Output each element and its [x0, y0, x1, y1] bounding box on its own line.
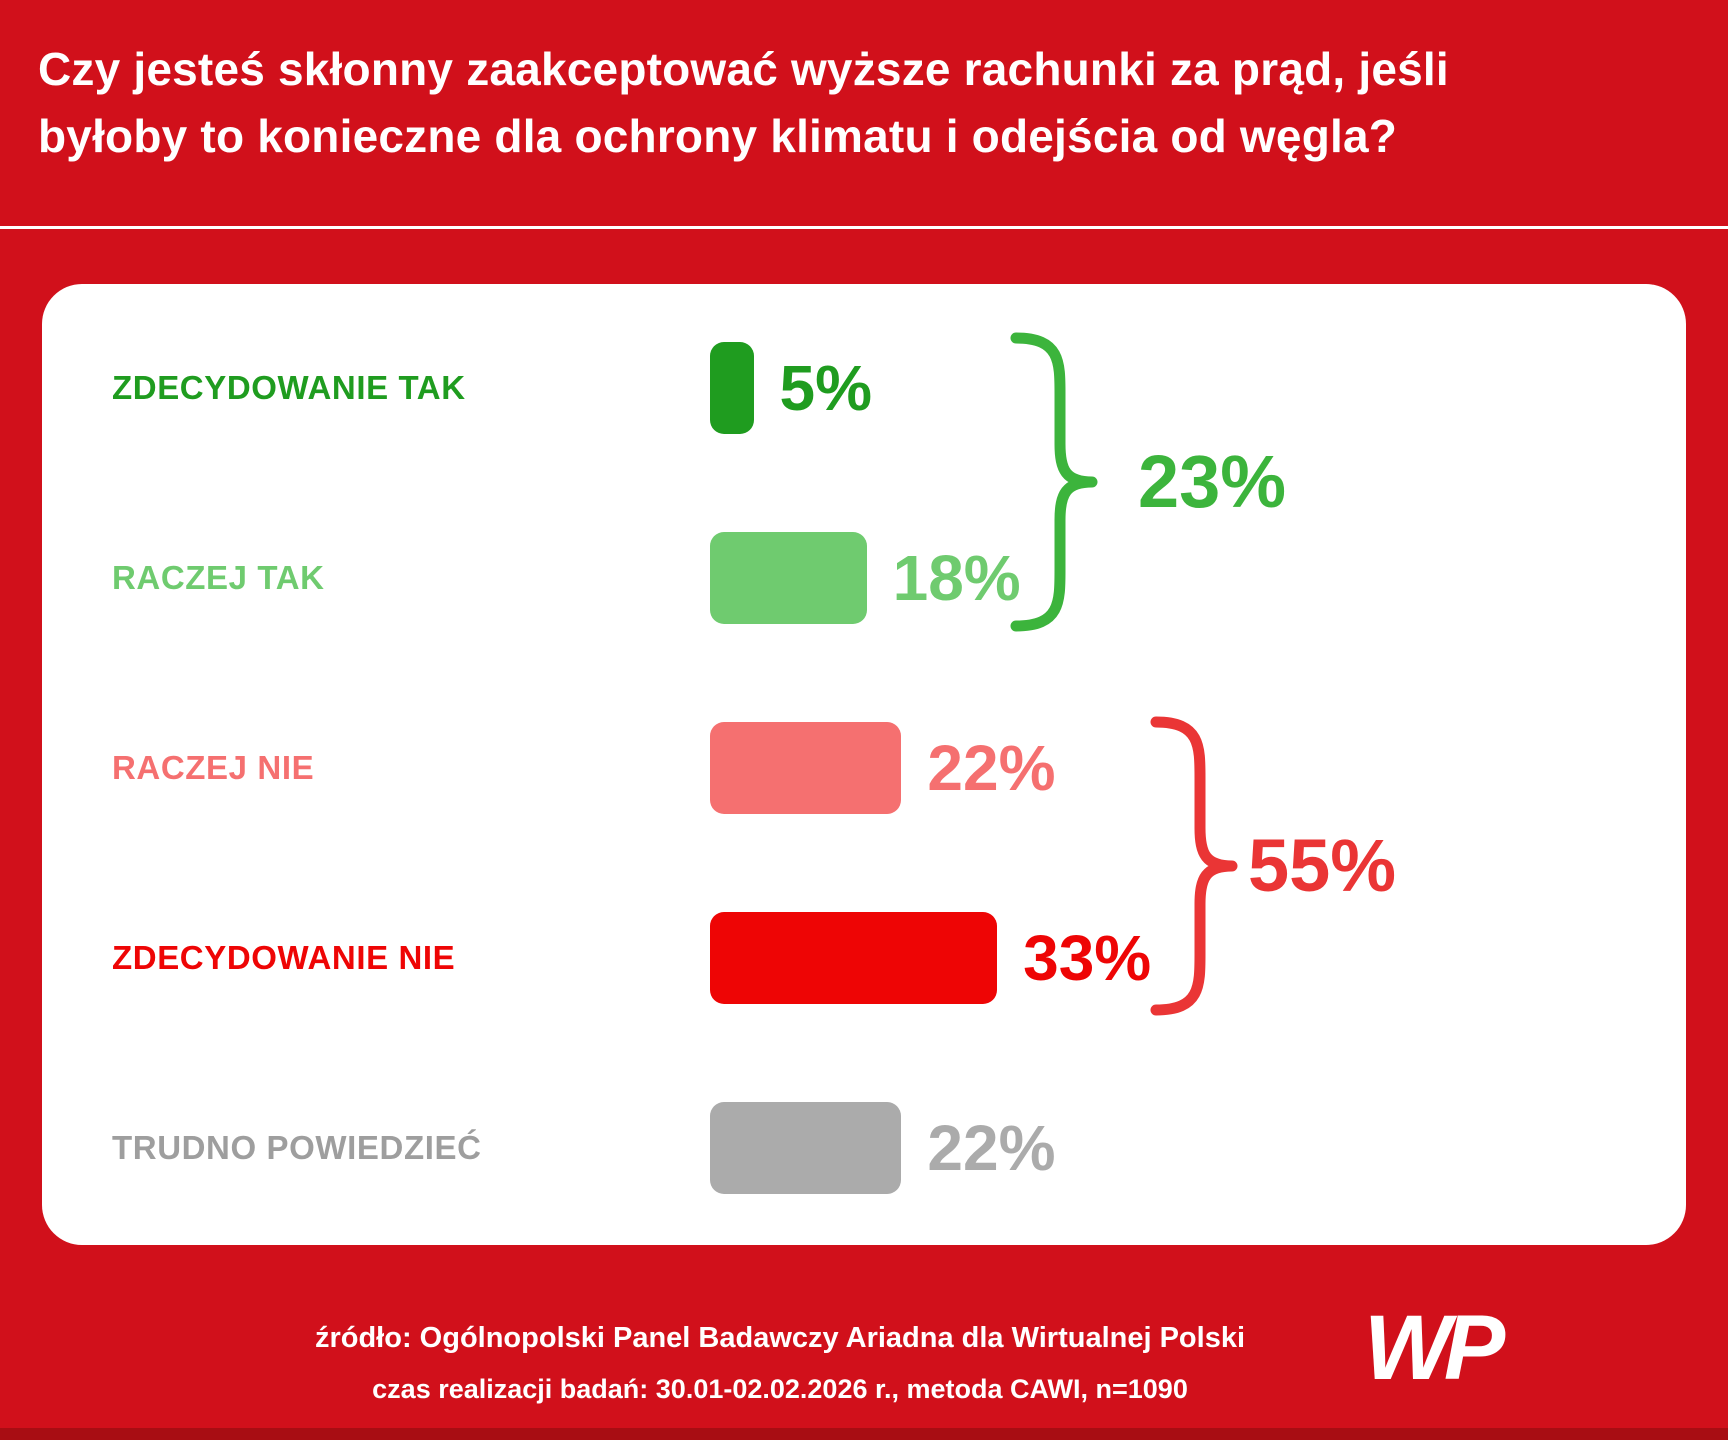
- category-label-definitely-yes: ZDECYDOWANIE TAK: [112, 369, 466, 406]
- bar-definitely-yes: [710, 342, 754, 434]
- method-text: czas realizacji badań: 30.01-02.02.2026 …: [372, 1374, 1188, 1404]
- no-group-brace-icon: [1150, 716, 1238, 1016]
- source-text: źródło: Ogólnopolski Panel Badawczy Aria…: [314, 1322, 1246, 1354]
- value-label-rather-yes: 18%: [892, 542, 1021, 614]
- bar-row-rather-no: RACZEJ NIE 22%: [42, 722, 1686, 814]
- header-divider: [0, 226, 1728, 229]
- survey-question-title: Czy jesteś skłonny zaakceptować wyższe r…: [38, 43, 1449, 162]
- bar-rather-no: [710, 722, 902, 814]
- yes-total-label: 23%: [1138, 440, 1287, 523]
- value-label-hard-to-say: 22%: [927, 1112, 1056, 1184]
- bar-row-rather-yes: RACZEJ TAK 18%: [42, 532, 1686, 624]
- no-total-label: 55%: [1248, 824, 1397, 907]
- yes-group-brace-icon: [1010, 332, 1098, 632]
- bar-definitely-no: [710, 912, 998, 1004]
- value-label-definitely-yes: 5%: [779, 352, 873, 424]
- category-label-definitely-no: ZDECYDOWANIE NIE: [112, 939, 456, 976]
- bar-row-definitely-yes: ZDECYDOWANIE TAK 5%: [42, 342, 1686, 434]
- category-label-hard-to-say: TRUDNO POWIEDZIEĆ: [112, 1129, 482, 1166]
- bar-rather-yes: [710, 532, 867, 624]
- bar-row-hard-to-say: TRUDNO POWIEDZIEĆ 22%: [42, 1102, 1686, 1194]
- chart-card: ZDECYDOWANIE TAK 5% RACZEJ TAK 18% RACZE…: [42, 284, 1686, 1245]
- category-label-rather-no: RACZEJ NIE: [112, 749, 315, 786]
- bar-hard-to-say: [710, 1102, 902, 1194]
- category-label-rather-yes: RACZEJ TAK: [112, 559, 325, 596]
- value-label-definitely-no: 33%: [1023, 922, 1152, 994]
- value-label-rather-no: 22%: [927, 732, 1056, 804]
- wp-logo: WP: [1364, 1297, 1505, 1399]
- bar-row-definitely-no: ZDECYDOWANIE NIE 33%: [42, 912, 1686, 1004]
- bottom-edge-strip: [0, 1428, 1728, 1440]
